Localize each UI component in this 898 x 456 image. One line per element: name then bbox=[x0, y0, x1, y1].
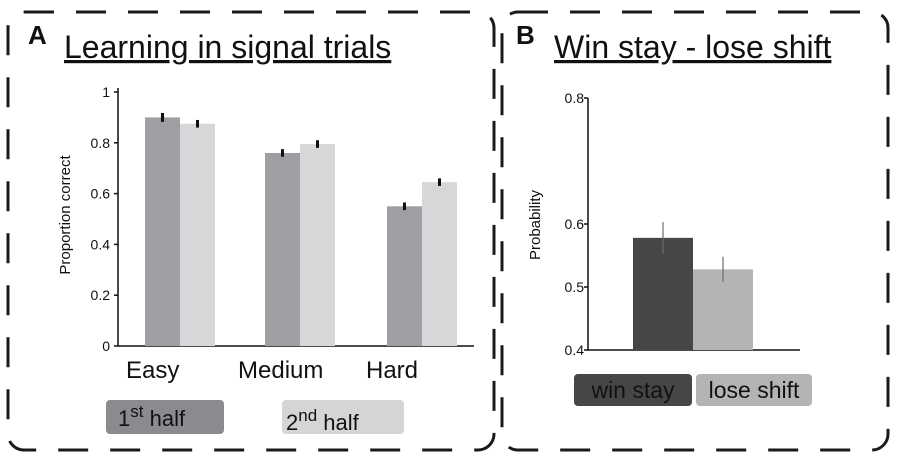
panel-b-title: Win stay - lose shift bbox=[554, 29, 832, 65]
chart-b-category-label: lose shift bbox=[709, 377, 800, 403]
chart-a-bar bbox=[300, 144, 335, 346]
chart-b-bar bbox=[633, 237, 693, 350]
chart-b-y-axis-label: Probability bbox=[527, 189, 544, 260]
legend-first-half: 1st half bbox=[106, 400, 224, 434]
chart-b-y-tick-label: 0.8 bbox=[565, 90, 585, 106]
panel-a-title: Learning in signal trials bbox=[64, 29, 391, 65]
panel-b-border bbox=[500, 10, 890, 452]
legend-first-half-swatch bbox=[106, 400, 224, 434]
panel-a-letter: A bbox=[28, 20, 47, 50]
chart-a-category-label: Medium bbox=[238, 357, 323, 384]
legend-second-half: 2nd half bbox=[282, 400, 404, 435]
chart-a-y-tick-label: 0.2 bbox=[91, 287, 111, 303]
chart-b-bar bbox=[693, 269, 753, 350]
chart-a-y-tick-label: 0 bbox=[102, 338, 110, 354]
chart-a-category-label: Hard bbox=[366, 357, 418, 384]
chart-b: Probability 0.4 0.5 0.6 0.8 win stay lose shi… bbox=[527, 90, 812, 406]
chart-a-bar bbox=[145, 117, 180, 347]
chart-a-y-tick-label: 0.4 bbox=[91, 236, 111, 252]
chart-a-category-label: Easy bbox=[126, 357, 179, 384]
chart-a-bar bbox=[265, 152, 300, 346]
chart-a: Proportion correct 0 0.2 0.4 0.6 0.8 1 Easy Med… bbox=[57, 84, 474, 384]
chart-a-y-tick-label: 1 bbox=[102, 84, 110, 100]
chart-b-category-label: win stay bbox=[590, 377, 675, 403]
chart-b-y-tick-label: 0.6 bbox=[565, 216, 585, 232]
chart-b-y-tick-label: 0.5 bbox=[565, 279, 585, 295]
chart-b-category-swatch bbox=[574, 374, 692, 406]
panel-a-border bbox=[6, 10, 496, 452]
panel-b-letter: B bbox=[516, 20, 535, 50]
chart-a-bar bbox=[422, 182, 457, 346]
chart-a-y-axis-label: Proportion correct bbox=[57, 155, 74, 275]
legend-first-half-label: 1st half bbox=[118, 402, 186, 431]
chart-a-y-tick-label: 0.6 bbox=[91, 186, 111, 202]
legend-second-half-label: 2nd half bbox=[286, 406, 360, 435]
chart-a-bar bbox=[387, 206, 422, 346]
chart-b-category-swatch bbox=[696, 374, 812, 406]
chart-a-y-tick-label: 0.8 bbox=[91, 135, 111, 151]
chart-b-y-tick-label: 0.4 bbox=[565, 342, 585, 358]
chart-a-bar bbox=[180, 123, 215, 346]
legend-second-half-swatch bbox=[282, 400, 404, 434]
